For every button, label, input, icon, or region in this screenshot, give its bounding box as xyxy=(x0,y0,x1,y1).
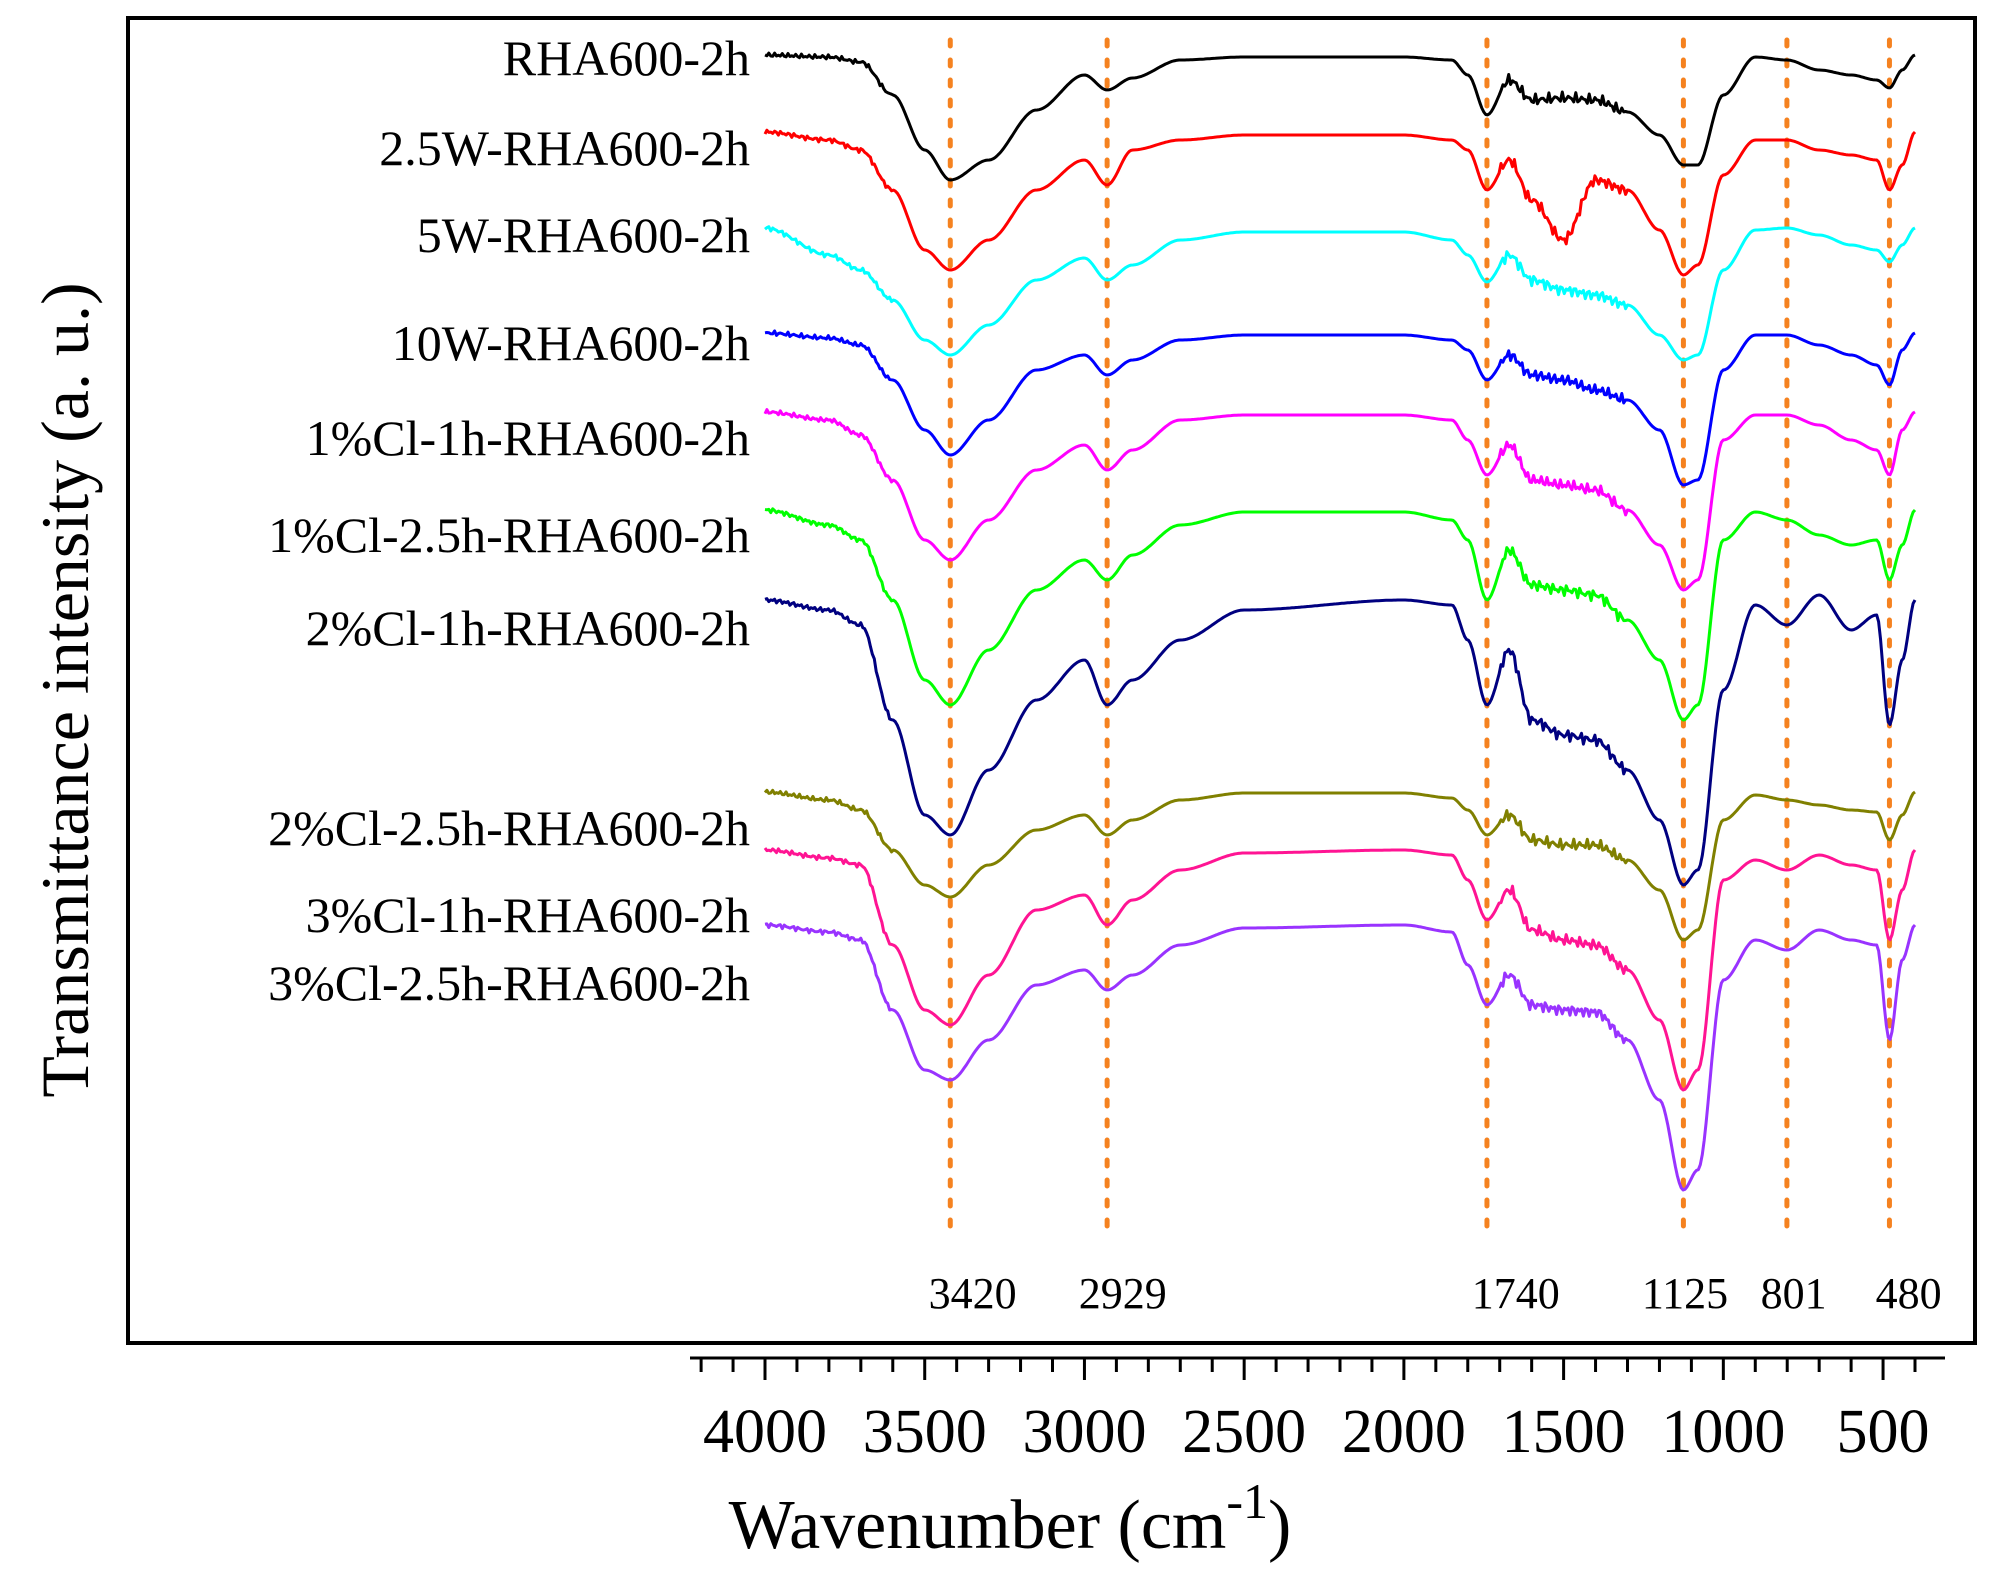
reference-labels: 3420 2929 1740 1125 801 480 xyxy=(929,1269,1942,1318)
series-label-2: 2.5W-RHA600-2h xyxy=(379,120,750,176)
series-line-7 xyxy=(764,593,1917,887)
series-lines xyxy=(763,51,1917,1192)
plot-frame xyxy=(126,16,1977,1345)
series-line-10 xyxy=(764,922,1917,1192)
x-tick-label-2500: 2500 xyxy=(1182,1398,1306,1466)
series-label-9: 3%Cl-1h-RHA600-2h xyxy=(306,887,750,943)
x-tick-label-4000: 4000 xyxy=(703,1398,827,1466)
series-label-7: 2%Cl-1h-RHA600-2h xyxy=(306,600,750,656)
series-label-4: 10W-RHA600-2h xyxy=(392,315,750,371)
x-tick-label-1000: 1000 xyxy=(1661,1398,1785,1466)
reference-label-1740: 1740 xyxy=(1472,1269,1560,1318)
x-axis: 4000 3500 3000 2500 2000 1500 1000 500 xyxy=(690,1356,1945,1466)
x-tick-label-2000: 2000 xyxy=(1342,1398,1466,1466)
series-label-5: 1%Cl-1h-RHA600-2h xyxy=(306,410,750,466)
x-axis-title-superscript: -1 xyxy=(1226,1473,1268,1529)
series-label-6: 1%Cl-2.5h-RHA600-2h xyxy=(268,507,750,563)
reference-label-2929: 2929 xyxy=(1079,1269,1167,1318)
series-line-1 xyxy=(764,51,1916,182)
series-line-2 xyxy=(763,128,1917,277)
y-axis-title: Transmittance intensity (a. u.) xyxy=(27,282,103,1097)
x-axis-title-main: Wavenumber (cm xyxy=(729,1487,1227,1564)
x-axis-title-close: ) xyxy=(1268,1487,1291,1564)
x-axis-title: Wavenumber (cm-1) xyxy=(729,1473,1292,1564)
x-tick-label-3500: 3500 xyxy=(863,1398,987,1466)
series-line-9 xyxy=(763,847,1917,1092)
x-tick-label-3000: 3000 xyxy=(1022,1398,1146,1466)
x-tick-label-500: 500 xyxy=(1837,1398,1930,1466)
series-line-6 xyxy=(764,507,1917,722)
x-tick-label-1500: 1500 xyxy=(1502,1398,1626,1466)
reference-label-1125: 1125 xyxy=(1642,1269,1728,1318)
series-line-5 xyxy=(763,408,1916,592)
series-label-8: 2%Cl-2.5h-RHA600-2h xyxy=(268,800,750,856)
series-line-4 xyxy=(764,329,1916,487)
reference-label-801: 801 xyxy=(1761,1269,1827,1318)
series-labels: RHA600-2h 2.5W-RHA600-2h 5W-RHA600-2h 10W-R… xyxy=(268,30,750,1011)
series-line-3 xyxy=(764,225,1916,362)
series-label-10: 3%Cl-2.5h-RHA600-2h xyxy=(268,955,750,1011)
reference-label-3420: 3420 xyxy=(929,1269,1017,1318)
series-label-3: 5W-RHA600-2h xyxy=(417,207,750,263)
series-line-8 xyxy=(763,788,1916,942)
reference-label-480: 480 xyxy=(1876,1269,1942,1318)
series-label-1: RHA600-2h xyxy=(503,30,750,86)
